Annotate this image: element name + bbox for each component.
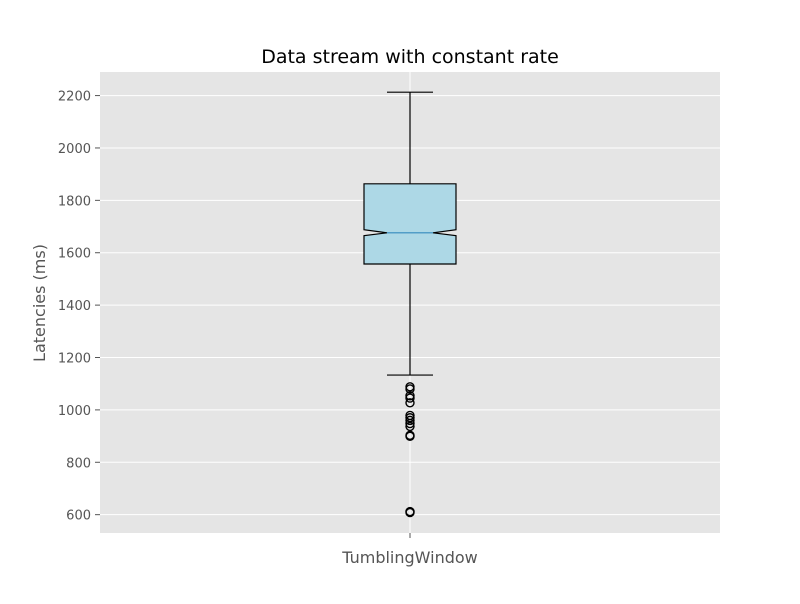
y-tick-label: 1400 [58, 299, 91, 314]
x-axis: TumblingWindow [341, 533, 478, 567]
x-tick-label: TumblingWindow [341, 548, 478, 567]
outlier-point [405, 421, 415, 432]
y-axis-label: Latencies (ms) [30, 244, 49, 362]
outlier-point [405, 398, 415, 408]
box-TumblingWindow [363, 91, 457, 518]
y-tick-label: 2000 [58, 142, 91, 157]
outlier-point [405, 418, 415, 429]
outlier-point [405, 415, 415, 426]
y-tick-label: 1600 [58, 247, 91, 262]
outlier-point [405, 393, 415, 403]
y-tick-label: 800 [66, 456, 91, 471]
chart-title: Data stream with constant rate [261, 46, 559, 68]
y-axis: 600 800 1000 1200 1400 1600 1800 2000 2200 [58, 90, 100, 524]
outlier-point [405, 507, 415, 518]
y-tick-label: 1000 [58, 404, 91, 419]
y-tick-label: 600 [66, 509, 91, 524]
y-tick-label: 1200 [58, 352, 91, 367]
y-tick-label: 2200 [58, 90, 91, 105]
outlier-point [405, 384, 415, 394]
y-tick-label: 1800 [58, 194, 91, 209]
notched-box [363, 183, 457, 265]
box-layer [363, 91, 457, 518]
outlier-point [405, 431, 415, 442]
